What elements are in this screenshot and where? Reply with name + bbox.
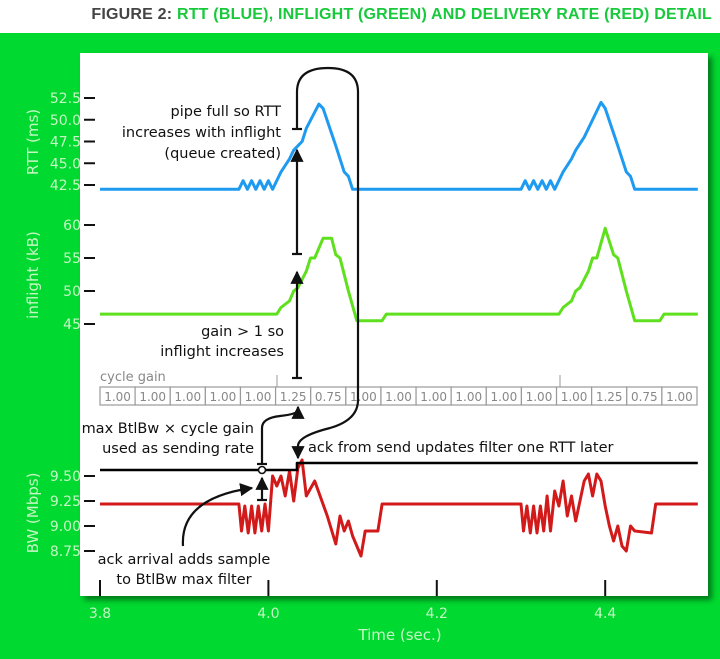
cycle-gain-value: 1.00 — [139, 390, 166, 404]
figure-number: FIGURE 2: — [91, 6, 173, 23]
cycle-gain-value: 1.00 — [666, 390, 693, 404]
gain-annotation: inflight increases — [160, 344, 284, 360]
x-tick-label: 4.4 — [594, 606, 616, 622]
ack-update-annotation: ack from send updates filter one RTT lat… — [308, 440, 613, 456]
x-tick-label: 3.8 — [89, 606, 111, 622]
sending-rate-arrow — [260, 405, 305, 464]
bw-y-tick-label: 8.75 — [50, 544, 81, 560]
bw-y-tick-label: 9.25 — [50, 494, 81, 510]
rtt-y-tick-label: 45.0 — [50, 156, 81, 172]
x-tick-label: 4.0 — [257, 606, 279, 622]
ack-arrival-arrow — [181, 483, 254, 547]
loop-arrow — [291, 66, 360, 460]
cycle-gain-value: 1.00 — [420, 390, 447, 404]
pipe-full-annotation: (queue created) — [164, 146, 281, 162]
cycle-gain-label: cycle gain — [100, 370, 166, 385]
cycle-gain-value: 1.25 — [596, 390, 623, 404]
cycle-gain-value: 1.00 — [104, 390, 131, 404]
cycle-gain-value: 0.75 — [315, 390, 342, 404]
cycle-gain-value: 1.00 — [561, 390, 588, 404]
bw-axis-label: BW (Mbps) — [24, 473, 42, 554]
gain-annotation: gain > 1 so — [201, 324, 284, 340]
bw-y-tick-label: 9.00 — [50, 519, 81, 535]
cycle-gain-cell — [661, 386, 698, 406]
rtt-series-line — [100, 100, 698, 191]
bw-y-tick-label: 9.50 — [50, 469, 81, 485]
x-tick-label: 4.2 — [426, 606, 448, 622]
sending-rate-annotation: max BtlBw × cycle gain — [82, 421, 254, 437]
ack-arrival-annotation: ack arrival adds sample — [98, 552, 271, 568]
cycle-gain-value: 1.00 — [245, 390, 272, 404]
bw-series-line — [100, 458, 698, 558]
cycle-gain-value: 1.00 — [385, 390, 412, 404]
pipe-full-annotation: pipe full so RTT — [171, 104, 282, 120]
cycle-gain-value: 1.00 — [490, 390, 517, 404]
inflight-y-tick-label: 55 — [63, 251, 81, 267]
inflight-y-tick-label: 50 — [63, 284, 81, 300]
sample-point-marker — [257, 465, 267, 475]
sending-rate-annotation: used as sending rate — [102, 441, 254, 457]
rtt-y-tick-label: 50.0 — [50, 113, 81, 129]
cycle-gain-value: 1.00 — [455, 390, 482, 404]
figure-caption: RTT (BLUE), INFLIGHT (GREEN) AND DELIVER… — [176, 6, 712, 23]
rtt-axis-label: RTT (ms) — [24, 109, 42, 175]
btlbw-max-filter-line — [100, 461, 698, 472]
figure-title: FIGURE 2: RTT (BLUE), INFLIGHT (GREEN) A… — [91, 6, 712, 24]
rtt-y-tick-label: 47.5 — [50, 135, 81, 151]
rtt-y-tick-label: 42.5 — [50, 178, 81, 194]
inflight-y-tick-label: 60 — [63, 218, 81, 234]
annotation-arrows — [181, 66, 360, 547]
x-axis-label: Time (sec.) — [357, 626, 441, 644]
rtt-y-tick-label: 52.5 — [50, 91, 81, 107]
cycle-gain-value: 1.00 — [526, 390, 553, 404]
cycle-gain-value: 1.00 — [210, 390, 237, 404]
cycle-gain-value: 1.00 — [350, 390, 377, 404]
cycle-gain-value: 0.75 — [631, 390, 658, 404]
inflight-axis-label: inflight (kB) — [24, 231, 42, 319]
pipe-full-annotation: increases with inflight — [122, 125, 281, 141]
inflight-y-tick-label: 45 — [63, 317, 81, 333]
cycle-gain-value: 1.25 — [280, 390, 307, 404]
ack-arrival-annotation: to BtlBw max filter — [116, 572, 251, 588]
cycle-gain-value: 1.00 — [174, 390, 201, 404]
